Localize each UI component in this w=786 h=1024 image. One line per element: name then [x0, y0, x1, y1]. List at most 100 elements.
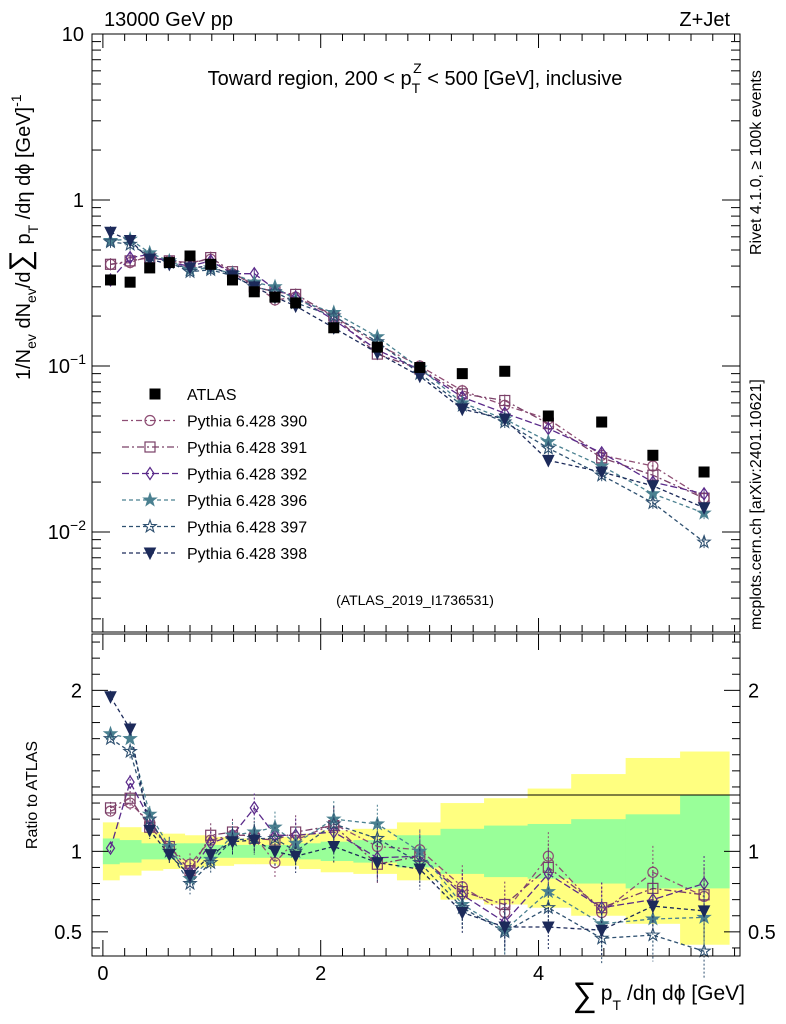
ratio-point: [696, 943, 712, 958]
legend-label: Pythia 6.428 390: [187, 414, 307, 431]
atlas-point: [205, 258, 217, 270]
series-point: [326, 307, 342, 323]
ratio-y-tick-label-right: 1: [748, 841, 759, 863]
y-tick-label: 10−1: [48, 351, 86, 378]
band-green-bin: [484, 825, 529, 878]
atlas-point: [184, 250, 196, 262]
ratio-point: [646, 900, 660, 914]
series-line-3: [110, 253, 705, 495]
ratio-point: [593, 930, 610, 945]
legend-marker: [142, 491, 158, 507]
ratio-y-tick-label: 0.5: [54, 922, 82, 944]
main-panel: 10 1 10−1 10−2 Toward region, 200 < pTZ < 5…: [4, 24, 741, 633]
ratio-point: [143, 824, 157, 838]
main-axes: 10 1 10−1 10−2: [48, 24, 740, 632]
band-green-bin: [680, 795, 730, 889]
ratio-point: [413, 863, 427, 877]
band-green-bin: [184, 843, 213, 860]
series-point: [123, 235, 137, 248]
legend: ATLAS Pythia 6.428 390 Pythia 6.428 391 Pyt…: [122, 387, 307, 563]
legend-item-atlas: ATLAS: [149, 387, 237, 404]
ratio-point: [595, 924, 608, 938]
legend-marker: [143, 547, 157, 561]
series-point: [455, 403, 469, 417]
ratio-point: [202, 854, 219, 870]
ratio-point: [540, 899, 557, 915]
analysis-label: (ATLAS_2019_I1736531): [336, 592, 494, 608]
y-tick-label: 10−2: [48, 517, 86, 544]
ratio-point: [141, 810, 158, 826]
atlas-point: [647, 449, 659, 461]
ratio-point: [268, 845, 282, 859]
ratio-point: [122, 730, 138, 746]
series-point: [183, 262, 197, 276]
series-point: [104, 258, 117, 270]
ratio-point: [371, 857, 384, 870]
ratio-point: [289, 850, 302, 864]
series-point: [499, 394, 511, 407]
ratio-series-marks: [102, 690, 712, 979]
ratio-point: [104, 802, 117, 814]
series-point: [542, 454, 555, 468]
main-frame: [91, 33, 741, 633]
atlas-point: [124, 276, 136, 288]
ratio-point: [125, 775, 135, 790]
legend-label: Pythia 6.428 396: [187, 493, 307, 510]
x-tick-label: 0: [97, 963, 108, 985]
legend-item-2: Pythia 6.428 391: [122, 440, 307, 457]
band-green-bin: [571, 819, 627, 884]
legend-marker: [144, 441, 156, 453]
ratio-point: [267, 819, 283, 834]
ratio-point: [163, 849, 176, 862]
ratio-point: [204, 849, 218, 862]
legend-label: Pythia 6.428 398: [187, 546, 307, 563]
series-point: [540, 440, 557, 455]
legend-marker: [145, 466, 155, 481]
band-green-bin: [141, 843, 164, 860]
legend-item-4: Pythia 6.428 396: [122, 491, 307, 510]
series-point: [697, 502, 711, 515]
legend-label: ATLAS: [187, 387, 237, 404]
x-tick-label: 4: [533, 963, 544, 985]
series-line-2: [110, 256, 705, 499]
legend-item-1: Pythia 6.428 390: [122, 414, 307, 431]
legend-item-5: Pythia 6.428 397: [122, 518, 307, 537]
ratio-axes: 2 2 1 1 0.5 0.5 0 2 4: [54, 634, 776, 985]
process-label: Z+Jet: [679, 9, 730, 31]
series-point: [104, 226, 117, 240]
legend-label: Pythia 6.428 392: [187, 467, 307, 484]
ratio-point: [497, 923, 513, 939]
legend-item-3: Pythia 6.428 392: [122, 466, 307, 484]
ratio-point: [542, 921, 555, 935]
legend-label: Pythia 6.428 391: [187, 440, 307, 457]
ratio-y-label: Ratio to ATLAS: [24, 741, 41, 849]
atlas-point: [596, 416, 608, 428]
series-point: [125, 250, 135, 265]
atlas-point: [290, 297, 302, 309]
ratio-point: [124, 792, 136, 804]
ratio-panel: 2 2 1 1 0.5 0.5 0 2 4 Ratio to ATLAS ∑ pT/dη dϕ […: [24, 633, 776, 1014]
ratio-frame: [91, 633, 741, 957]
ratio-point: [122, 743, 138, 759]
series-line-1: [110, 255, 705, 499]
atlas-point: [248, 286, 260, 298]
x-axis-label: ∑ pT/dη dϕ [GeV]: [573, 976, 746, 1014]
y-tick-label: 10: [62, 24, 84, 46]
ratio-point: [327, 841, 341, 854]
ratio-point: [455, 907, 469, 920]
series-point: [498, 413, 512, 427]
ratio-uncertainty-bands: [102, 751, 730, 945]
atlas-point: [144, 262, 156, 274]
main-y-label-text: 1/Nev dNev/d∑ pT /dη dϕ [GeV]-1: [4, 94, 41, 380]
legend-label: Pythia 6.428 397: [187, 520, 307, 537]
band-green-bin: [320, 841, 354, 862]
series-point: [699, 486, 709, 501]
ratio-point: [326, 815, 342, 831]
ratio-point: [226, 836, 239, 849]
band-green-bin: [298, 843, 322, 860]
ratio-point: [498, 921, 512, 935]
series-point: [646, 480, 660, 493]
atlas-point: [499, 365, 511, 377]
ratio-point: [249, 800, 259, 815]
ratio-point: [105, 841, 116, 856]
